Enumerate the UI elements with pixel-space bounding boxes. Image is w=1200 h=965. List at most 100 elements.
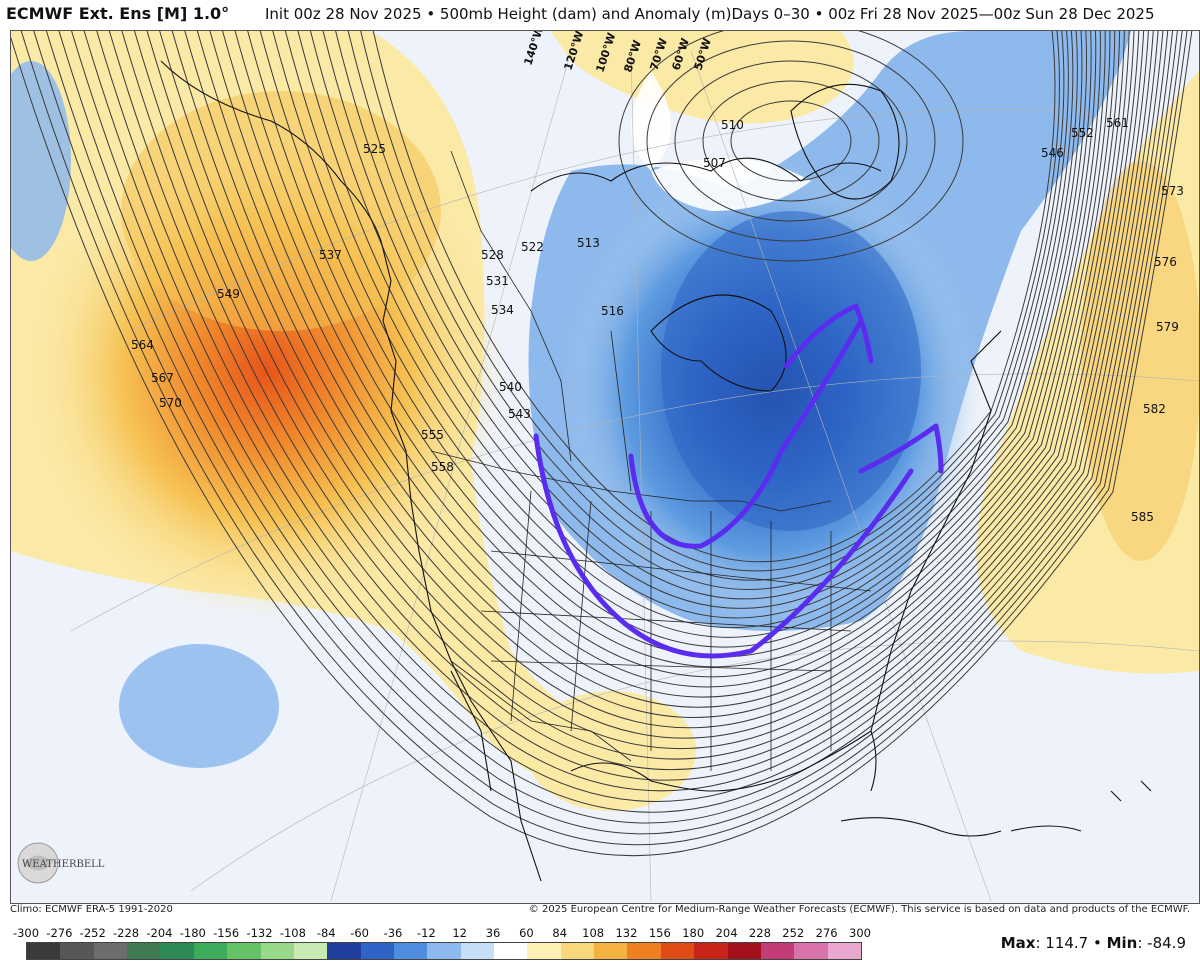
legend-swatch: [93, 943, 128, 959]
annotation-arrows: [533, 303, 944, 659]
height-contour: [96, 31, 1159, 781]
legend-tick: -84: [316, 926, 336, 940]
legend-swatch: [193, 943, 228, 959]
legend-tick: 156: [648, 926, 671, 940]
map-canvas[interactable]: 525 537 549 564 567 570 528 531 534 540 543 522 513 5…: [11, 31, 1199, 903]
caribbean-islands: [1010, 780, 1152, 832]
legend-tick: -132: [246, 926, 273, 940]
height-contour: [297, 31, 1083, 619]
height-contour: [259, 31, 1097, 648]
legend-swatch: [160, 943, 194, 959]
map-panel[interactable]: 525 537 549 564 567 570 528 531 534 540 543 522 513 5…: [10, 30, 1200, 904]
contour-label: 549: [217, 287, 240, 301]
contour-label: 579: [1156, 320, 1179, 334]
legend-tick: -180: [179, 926, 206, 940]
height-contour: [134, 31, 1145, 750]
us-mexico-border: [450, 660, 632, 762]
hudson-bay-coast: [650, 294, 787, 392]
legend-swatch: [427, 943, 461, 959]
legend-swatch: [794, 943, 828, 959]
legend-swatch: [760, 943, 795, 959]
contour-label: 510: [721, 118, 744, 132]
legend-swatch: [60, 943, 94, 959]
height-contour: [45, 31, 1178, 824]
contour-label: 531: [486, 274, 509, 288]
legend-swatch: [494, 943, 528, 959]
warm-anomaly-north: [551, 31, 854, 124]
political-boundaries: [430, 150, 872, 771]
map-title: ECMWF Ext. Ens [M] 1.0°: [6, 4, 230, 23]
legend-tick: -252: [79, 926, 106, 940]
us-canada-border: [430, 450, 832, 512]
legend-swatch: [460, 943, 495, 959]
logo-text: WEATHERBELL: [22, 859, 105, 870]
height-contour: [272, 31, 1092, 638]
height-contour: [372, 31, 1056, 563]
legend-swatch: [127, 943, 161, 959]
contour-label: 516: [601, 304, 624, 318]
contour-label: 567: [151, 371, 174, 385]
annotation-inner-trough: [628, 318, 864, 549]
legend-swatch: [327, 943, 361, 959]
contour-label: 570: [159, 396, 182, 410]
coastlines: [160, 60, 1152, 882]
legend-tick: 84: [552, 926, 568, 940]
alaska-coast: [160, 60, 382, 242]
legend-tick: -60: [350, 926, 369, 940]
legend-swatch: [627, 943, 661, 959]
legend-swatch: [227, 943, 261, 959]
greenland-coast: [790, 83, 900, 200]
height-contour: [674, 60, 908, 222]
legend-tick-labels: -300 -276 -252 -228 -204 -180 -156 -132 -108 -84-…: [13, 926, 871, 940]
height-contour: [618, 31, 964, 262]
legend-swatch: [360, 943, 394, 959]
height-contour: [234, 31, 1106, 668]
cool-anomaly-pacific: [119, 644, 279, 768]
header: ECMWF Ext. Ens [M] 1.0° Init 00z 28 Nov …: [0, 0, 1200, 30]
height-contour: [347, 31, 1065, 581]
map-subtitle: Init 00z 28 Nov 2025 • 500mb Height (dam…: [265, 5, 1155, 23]
legend-tick: 300: [849, 926, 871, 940]
height-contour: [33, 31, 1183, 835]
legend-tick: 228: [748, 926, 771, 940]
climo-note: Climo: ECMWF ERA-5 1991-2020: [10, 904, 173, 915]
min-value: : -84.9: [1137, 934, 1186, 952]
height-contour: [184, 31, 1125, 708]
legend-tick: -12: [416, 926, 436, 940]
height-contour: [222, 31, 1111, 678]
height-contour: [335, 31, 1069, 590]
legend-swatch: [694, 943, 728, 959]
west-coast: [380, 240, 542, 882]
contour-label: 585: [1131, 510, 1154, 524]
contour-label: 561: [1106, 116, 1129, 130]
legend-tick: 60: [519, 926, 534, 940]
legend-tick: -108: [279, 926, 306, 940]
warm-anomaly-gulf: [526, 691, 696, 811]
cuba-coast: [840, 817, 1002, 837]
legend-tick: -276: [46, 926, 73, 940]
contour-label: 582: [1143, 402, 1166, 416]
graticule: [70, 50, 1199, 902]
contour-label: 513: [577, 236, 600, 250]
max-label: Max: [1000, 934, 1036, 952]
legend-swatch: [827, 943, 861, 959]
legend-swatch: [594, 943, 628, 959]
legend-swatch: [527, 943, 561, 959]
legend-swatch: [660, 943, 695, 959]
east-coast: [870, 330, 1002, 732]
mexico-gulf-coast: [570, 730, 872, 792]
annotation-outer-trough: [533, 433, 914, 659]
height-contour: [284, 31, 1087, 628]
contour-label: 558: [431, 460, 454, 474]
weatherbell-logo: WEATHERBELL: [14, 838, 124, 888]
florida-coast: [870, 730, 877, 792]
height-contour: [702, 80, 880, 202]
height-contour: [146, 31, 1140, 739]
legend-swatch: [293, 943, 328, 959]
height-contour: [196, 31, 1121, 698]
contour-label: 507: [703, 156, 726, 170]
contour-label: 534: [491, 303, 514, 317]
height-contour: [730, 100, 852, 182]
legend-tick: -156: [213, 926, 240, 940]
contour-label: 525: [363, 142, 386, 156]
